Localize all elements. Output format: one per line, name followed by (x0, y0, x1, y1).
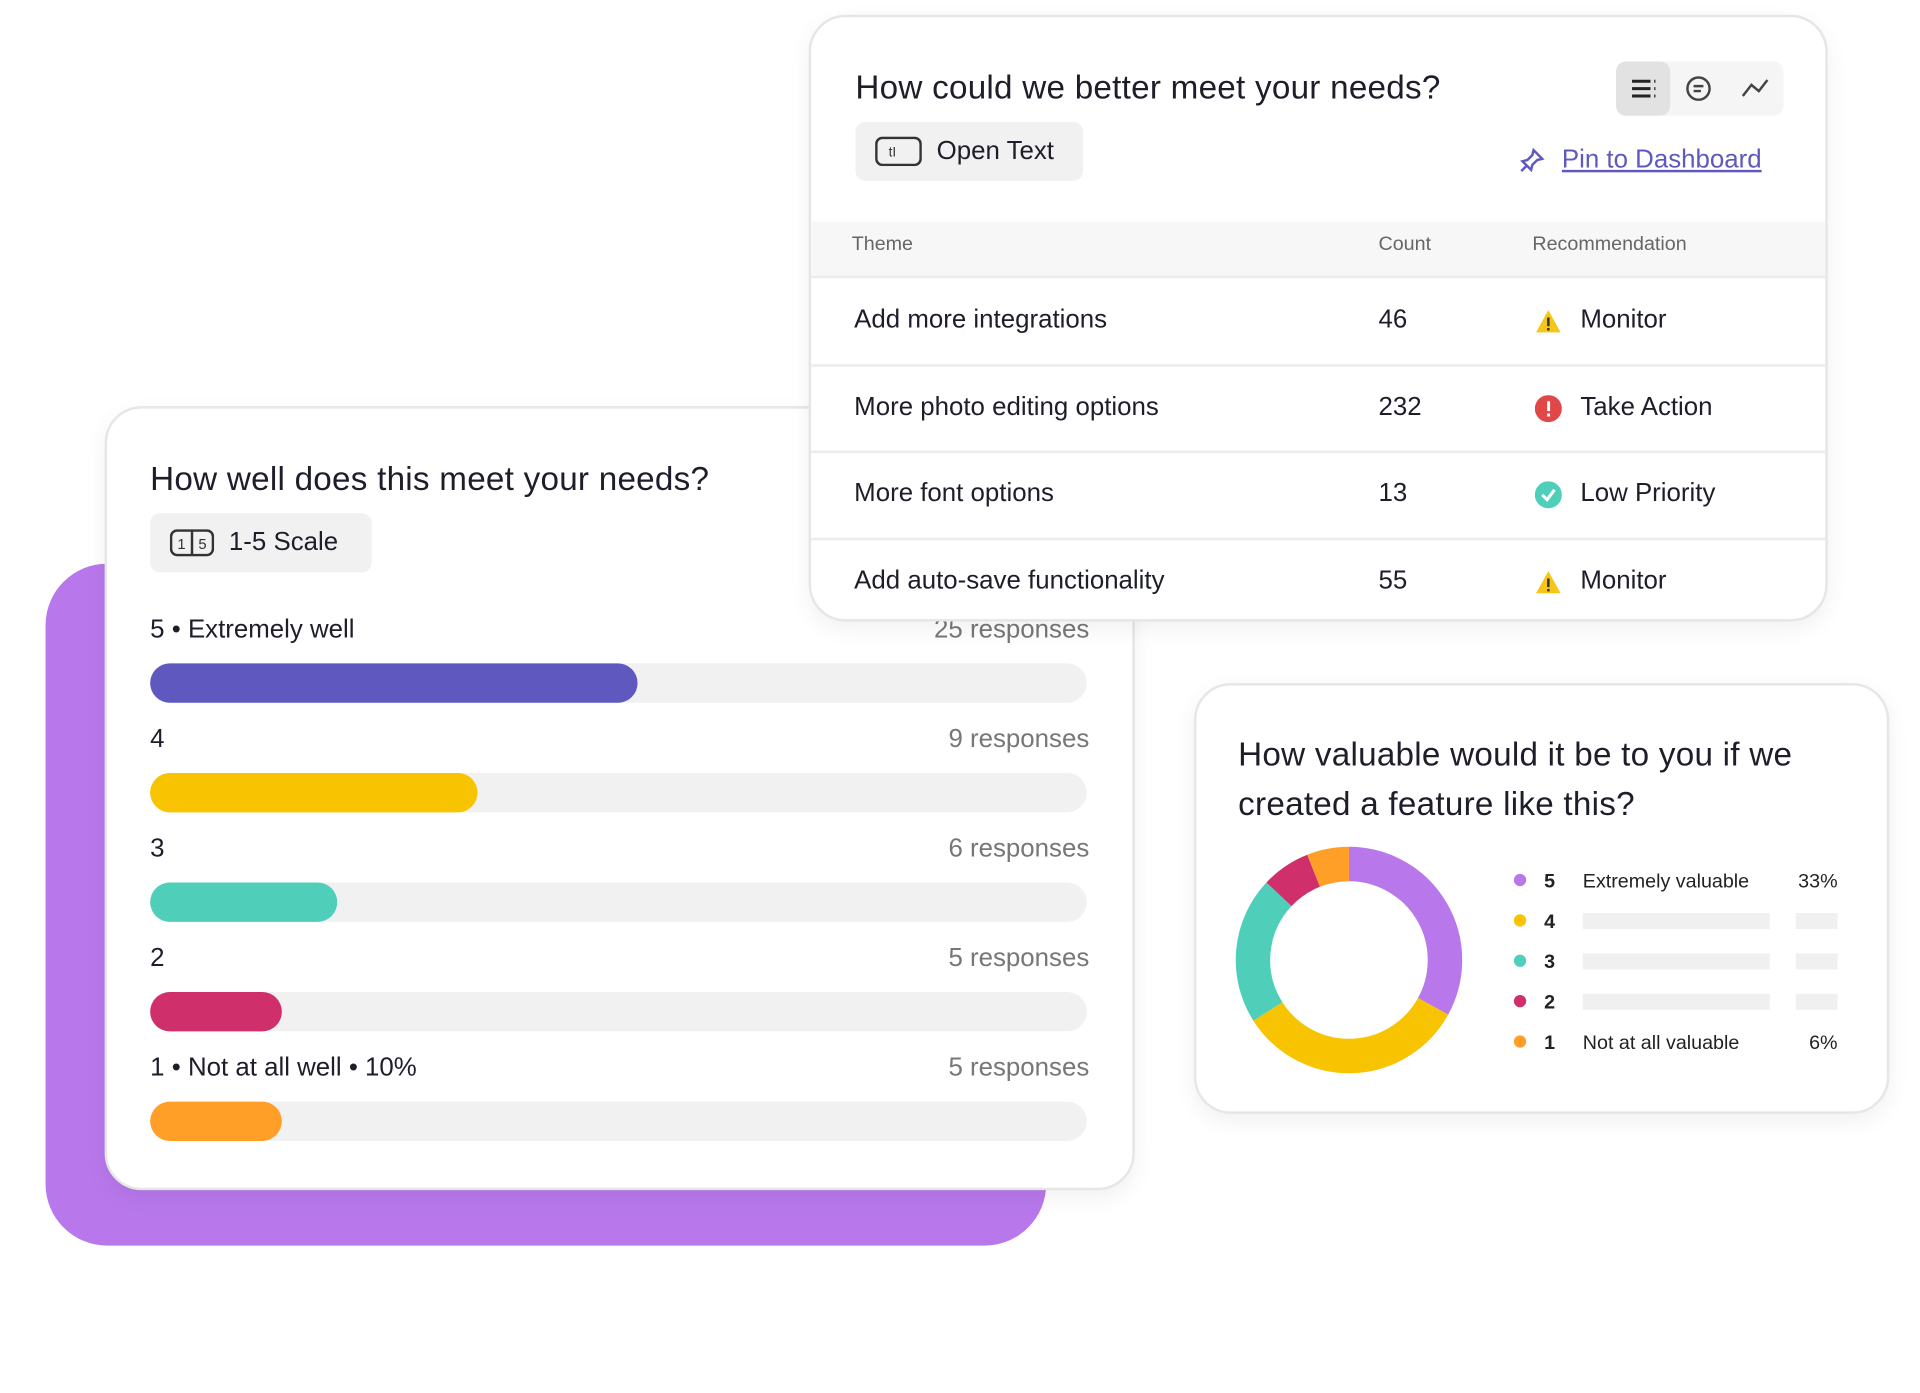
legend-key: 3 (1544, 951, 1555, 973)
theme-cell: Add auto-save functionality (854, 565, 1165, 594)
legend-placeholder (1582, 953, 1770, 970)
badge: tI Open Text (855, 121, 1084, 181)
row-label: 1 • Not at all well • 10% (150, 1053, 417, 1082)
legend-key: 2 (1544, 992, 1555, 1014)
row-responses: 6 responses (948, 834, 1090, 863)
badge-text: 1-5 Scale (228, 528, 339, 557)
legend-placeholder (1582, 993, 1770, 1010)
table-card: How could we better meet your needs? tI … (808, 14, 1828, 622)
text-icon: tI (875, 136, 922, 167)
pin-link[interactable]: Pin to Dashboard (1520, 145, 1762, 175)
legend-placeholder (1795, 953, 1838, 970)
bar (150, 663, 638, 703)
donut-segment (1266, 854, 1321, 907)
legend-dot (1513, 914, 1527, 927)
svg-text:1: 1 (177, 537, 185, 553)
legend-key: 4 (1544, 911, 1555, 933)
status-icon (1534, 481, 1562, 509)
bar-track (150, 1101, 1087, 1141)
legend-label: Not at all valuable (1583, 1032, 1740, 1054)
legend-dot (1513, 1035, 1527, 1048)
trend-view-button[interactable] (1727, 62, 1784, 116)
link-text[interactable]: Pin to Dashboard (1561, 145, 1762, 174)
bar-track (150, 882, 1087, 922)
recommendation-cell: Monitor (1580, 565, 1667, 594)
count-cell: 13 (1378, 478, 1408, 508)
donut-segment (1348, 846, 1463, 1015)
table-header (811, 221, 1826, 279)
recommendation-cell: Take Action (1580, 392, 1713, 421)
row-label: 4 (150, 724, 165, 754)
row-label: 5 • Extremely well (150, 615, 355, 644)
theme-cell: More font options (854, 478, 1054, 508)
theme-cell: Add more integrations (854, 305, 1108, 334)
row-responses: 5 responses (948, 944, 1090, 973)
count-cell: 55 (1378, 565, 1408, 594)
legend-value: 6% (1809, 1032, 1837, 1054)
column-header: Recommendation (1532, 233, 1687, 255)
column-header: Theme (851, 233, 914, 255)
recommendation-cell: Monitor (1580, 305, 1667, 334)
svg-text:5: 5 (198, 537, 206, 553)
row-divider (811, 537, 1826, 540)
bar (150, 992, 282, 1032)
status-icon (1536, 310, 1561, 333)
legend-placeholder (1582, 913, 1770, 930)
row-responses: 9 responses (948, 724, 1090, 754)
legend-label: Extremely valuable (1583, 870, 1749, 892)
recommendation-cell: Low Priority (1580, 478, 1716, 508)
donut-card: How valuable would it be to you if we cr… (1193, 683, 1890, 1114)
row-label: 3 (150, 834, 165, 863)
legend-dot (1513, 994, 1527, 1008)
legend-dot (1513, 873, 1527, 887)
legend-placeholder (1795, 913, 1838, 930)
svg-text:tI: tI (889, 144, 897, 159)
card-title: How could we better meet your needs? (855, 68, 1441, 106)
count-cell: 46 (1378, 305, 1408, 334)
legend-key: 5 (1544, 870, 1555, 892)
donut-chart: 5 Extremely valuable 33% 4 3 2 1 Not at all val… (1235, 846, 1838, 1074)
row-responses: 5 responses (948, 1053, 1090, 1082)
list-view-button[interactable] (1616, 61, 1671, 116)
legend-placeholder (1795, 993, 1838, 1010)
bar (150, 772, 478, 813)
row-divider (811, 363, 1826, 367)
donut-segment (1253, 997, 1449, 1074)
status-icon (1536, 570, 1561, 593)
count-cell: 232 (1378, 392, 1422, 421)
theme-cell: More photo editing options (854, 392, 1159, 421)
status-icon (1534, 394, 1562, 422)
bar-track (150, 772, 1087, 813)
row-label: 2 (150, 944, 165, 973)
donut-segment (1307, 846, 1350, 887)
bar-track (150, 992, 1087, 1032)
pin-icon (1520, 147, 1545, 173)
donut-segment (1235, 882, 1292, 1021)
bar (150, 882, 338, 922)
bar (150, 1101, 282, 1141)
legend-value: 33% (1798, 870, 1837, 892)
legend-key: 1 (1544, 1032, 1555, 1054)
row-divider (811, 450, 1826, 453)
view-toggle[interactable] (1616, 61, 1784, 116)
comment-view-button[interactable] (1670, 62, 1727, 116)
bar-track (150, 663, 1087, 703)
card-title: How valuable would it be to you if we cr… (1238, 736, 1793, 823)
badge-text: Open Text (936, 136, 1054, 165)
card-title: How well does this meet your needs? (150, 460, 710, 498)
column-header: Count (1378, 233, 1432, 255)
legend-dot (1513, 954, 1527, 967)
